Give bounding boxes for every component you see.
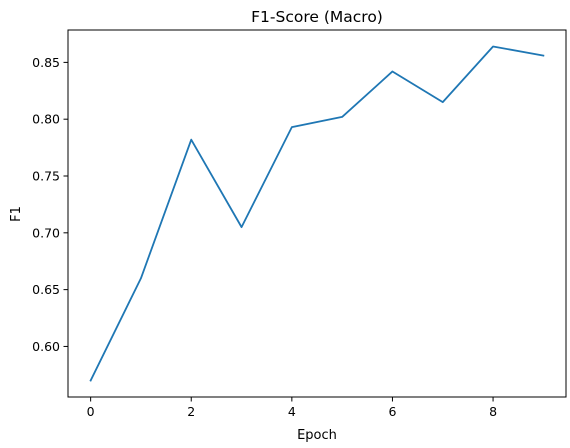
- y-axis-ticks: 0.60 0.65 0.70 0.75 0.80 0.85: [32, 55, 68, 354]
- plot-area-frame: [67, 29, 567, 398]
- x-tick-label: 2: [187, 404, 195, 419]
- series-line: [89, 45, 545, 382]
- x-axis-title: Epoch: [297, 428, 337, 443]
- y-tick-label: 0.65: [32, 282, 60, 297]
- x-axis-ticks: 0 2 4 6 8: [87, 397, 497, 419]
- x-tick-label: 8: [489, 404, 497, 419]
- y-tick-label: 0.85: [32, 55, 60, 70]
- x-tick-label: 4: [288, 404, 296, 419]
- x-tick-label: 0: [87, 404, 95, 419]
- y-tick-label: 0.60: [32, 339, 60, 354]
- x-tick-label: 6: [388, 404, 396, 419]
- series-layer: [89, 45, 545, 382]
- y-tick-label: 0.75: [32, 169, 60, 184]
- y-tick-label: 0.70: [32, 225, 60, 240]
- y-tick-label: 0.80: [32, 112, 60, 127]
- y-axis-title: F1: [9, 206, 24, 222]
- chart-title: F1-Score (Macro): [251, 8, 383, 26]
